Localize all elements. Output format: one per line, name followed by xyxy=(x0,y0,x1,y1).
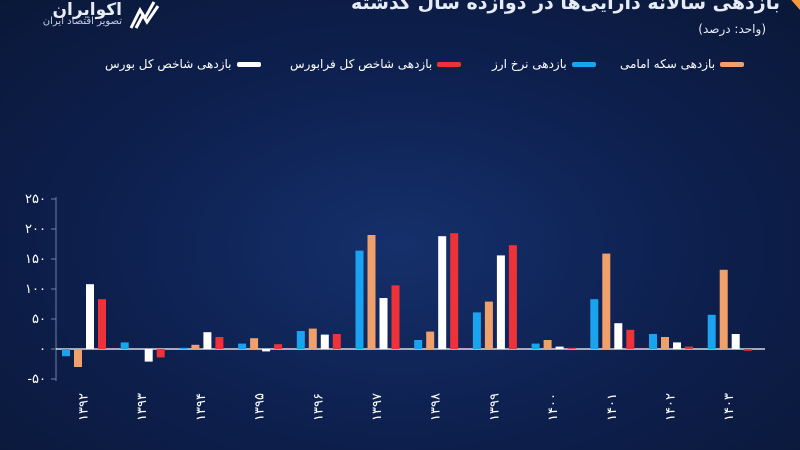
bar-fara xyxy=(626,329,635,349)
bar-fx xyxy=(296,331,305,349)
y-tick-label: ۵۰ xyxy=(32,312,46,327)
bar-fx xyxy=(238,343,247,349)
bar-bourse xyxy=(262,349,271,352)
bar-fx xyxy=(649,334,657,349)
x-tick-label: ۱۳۹۶ xyxy=(311,393,326,421)
bar-bourse xyxy=(496,255,505,349)
bar-fx xyxy=(707,314,716,349)
bar-fx xyxy=(120,342,129,349)
x-tick-label: ۱۳۹۹ xyxy=(487,393,502,421)
bar-fara xyxy=(450,233,459,349)
bar-coin xyxy=(602,253,611,349)
logo: اکوایران تصویر اقتصاد ایران xyxy=(10,0,160,42)
legend-label-fara: بازدهی شاخص کل فرابورس xyxy=(290,57,433,71)
x-tick-label: ۱۳۹۸ xyxy=(429,393,444,421)
bar-coin xyxy=(543,340,552,349)
unit-label: (واحد: درصد) xyxy=(698,22,766,36)
bar-bourse xyxy=(86,284,94,349)
legend-swatch-bourse xyxy=(236,62,261,67)
bar-fx xyxy=(179,347,188,349)
x-tick-label: ۱۴۰۲ xyxy=(664,393,679,421)
bar-fx xyxy=(590,299,599,349)
x-tick-label: ۱۴۰۳ xyxy=(722,393,737,421)
y-tick-label: ۲۵۰ xyxy=(25,192,46,207)
bar-fx xyxy=(472,312,481,349)
bar-fara xyxy=(567,347,576,349)
x-tick-label: ۱۳۹۲ xyxy=(77,393,92,421)
chart-title-text: بازدهی سالانه دارایی‌ها در دوازده سال گذ… xyxy=(350,0,780,14)
chart-title: بازدهی سالانه دارایی‌ها در دوازده سال گذ… xyxy=(240,0,780,14)
y-tick-label: ۲۰۰ xyxy=(25,222,46,237)
x-tick-label: ۱۴۰۱ xyxy=(605,393,620,421)
x-tick-label: ۱۳۹۷ xyxy=(370,393,385,421)
bar-fara xyxy=(156,349,165,358)
bar-fx xyxy=(414,340,423,349)
bar-fx xyxy=(531,343,540,349)
bar-bourse xyxy=(673,342,681,349)
bar-coin xyxy=(74,349,82,367)
bar-bourse xyxy=(320,334,329,349)
bar-fara xyxy=(508,245,517,349)
bar-bourse xyxy=(438,236,447,349)
legend-label-bourse: بازدهی شاخص کل بورس xyxy=(105,57,232,71)
bar-fara xyxy=(391,285,400,349)
legend-item-fara: بازدهی شاخص کل فرابورس xyxy=(290,57,462,71)
x-tick-label: ۱۳۹۴ xyxy=(194,393,209,421)
y-tick-label: -۵۰ xyxy=(27,372,46,387)
bar-coin xyxy=(367,235,376,349)
title-accent-icon xyxy=(786,0,800,10)
bar-coin xyxy=(661,337,669,349)
legend: بازدهی سکه امامی بازدهی نرخ ارز بازدهی ش… xyxy=(100,57,760,73)
legend-item-fx: بازدهی نرخ ارز xyxy=(492,57,596,71)
x-tick-label: ۱۴۰۰ xyxy=(546,393,561,421)
bar-coin xyxy=(719,269,728,349)
bar-bourse xyxy=(203,332,212,349)
bar-fara xyxy=(685,346,693,349)
legend-item-coin: بازدهی سکه امامی xyxy=(620,57,745,71)
bar-bourse xyxy=(614,323,623,349)
bar-bourse xyxy=(144,349,153,362)
bar-coin xyxy=(191,344,200,349)
legend-label-fx: بازدهی نرخ ارز xyxy=(492,57,567,71)
bar-fara xyxy=(274,344,283,349)
y-tick-label: ۰ xyxy=(39,342,46,357)
bar-bourse xyxy=(555,346,564,349)
bar-fara xyxy=(98,299,106,349)
bar-coin xyxy=(250,338,259,349)
bar-fx xyxy=(62,349,70,357)
legend-label-coin: بازدهی سکه امامی xyxy=(620,57,716,71)
legend-swatch-coin xyxy=(720,62,745,67)
x-tick-label: ۱۳۹۳ xyxy=(135,393,150,421)
bar-coin xyxy=(426,331,435,349)
bar-coin xyxy=(308,328,317,349)
legend-item-bourse: بازدهی شاخص کل بورس xyxy=(105,57,261,71)
bar-coin xyxy=(484,301,493,349)
bar-fx xyxy=(355,250,364,349)
bar-fara xyxy=(743,349,752,351)
legend-swatch-fara xyxy=(437,62,462,67)
y-tick-label: ۱۵۰ xyxy=(25,252,46,267)
logo-icon xyxy=(129,1,160,29)
logo-tagline: تصویر اقتصاد ایران xyxy=(42,16,122,27)
logo-name: اکوایران xyxy=(52,0,123,20)
bar-fara xyxy=(332,334,341,349)
bar-bourse xyxy=(379,298,388,349)
legend-swatch-fx xyxy=(571,62,596,67)
bar-bourse xyxy=(731,334,740,349)
bar-fara xyxy=(215,337,224,349)
y-tick-label: ۱۰۰ xyxy=(25,282,46,297)
x-tick-label: ۱۳۹۵ xyxy=(253,393,268,421)
